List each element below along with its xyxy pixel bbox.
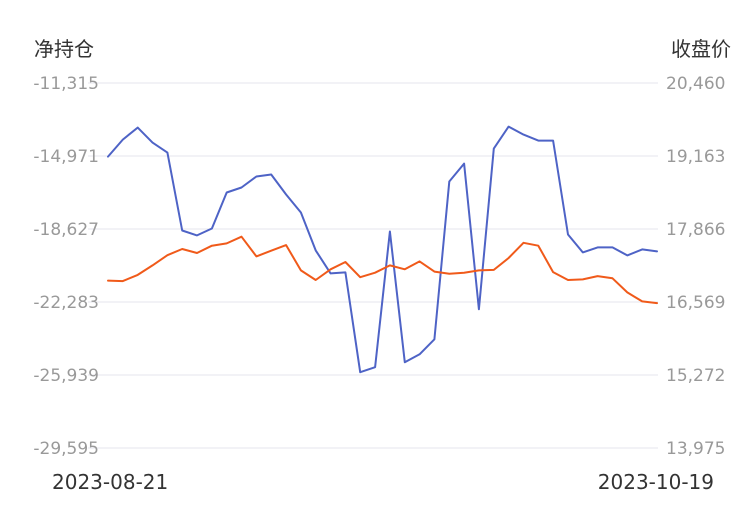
right-tick-label: 16,569: [666, 293, 725, 313]
right-tick-label: 17,866: [666, 220, 725, 240]
gridlines: [88, 82, 658, 449]
left-tick-label: -11,315: [33, 74, 99, 94]
left-tick-label: -18,627: [33, 220, 99, 240]
x-end-label: 2023-10-19: [598, 470, 714, 494]
series-layer: [107, 125, 658, 374]
right-axis-title: 收盘价: [671, 37, 731, 61]
left-tick-label: -14,971: [33, 147, 99, 167]
right-tick-label: 19,163: [666, 147, 725, 167]
x-start-label: 2023-08-21: [52, 470, 168, 494]
right-axis-ticks: 20,460 19,163 17,866 16,569 15,272 13,97…: [666, 74, 725, 459]
left-tick-label: -25,939: [33, 366, 99, 386]
net-position-series-line: [107, 125, 658, 374]
right-tick-label: 15,272: [666, 366, 725, 386]
close-price-series-line: [107, 235, 658, 305]
left-tick-label: -29,595: [33, 439, 99, 459]
right-tick-label: 20,460: [666, 74, 725, 94]
left-axis-ticks: -11,315 -14,971 -18,627 -22,283 -25,939 …: [33, 74, 99, 459]
left-axis-title: 净持仓: [34, 37, 94, 61]
right-tick-label: 13,975: [666, 439, 725, 459]
left-tick-label: -22,283: [33, 293, 99, 313]
